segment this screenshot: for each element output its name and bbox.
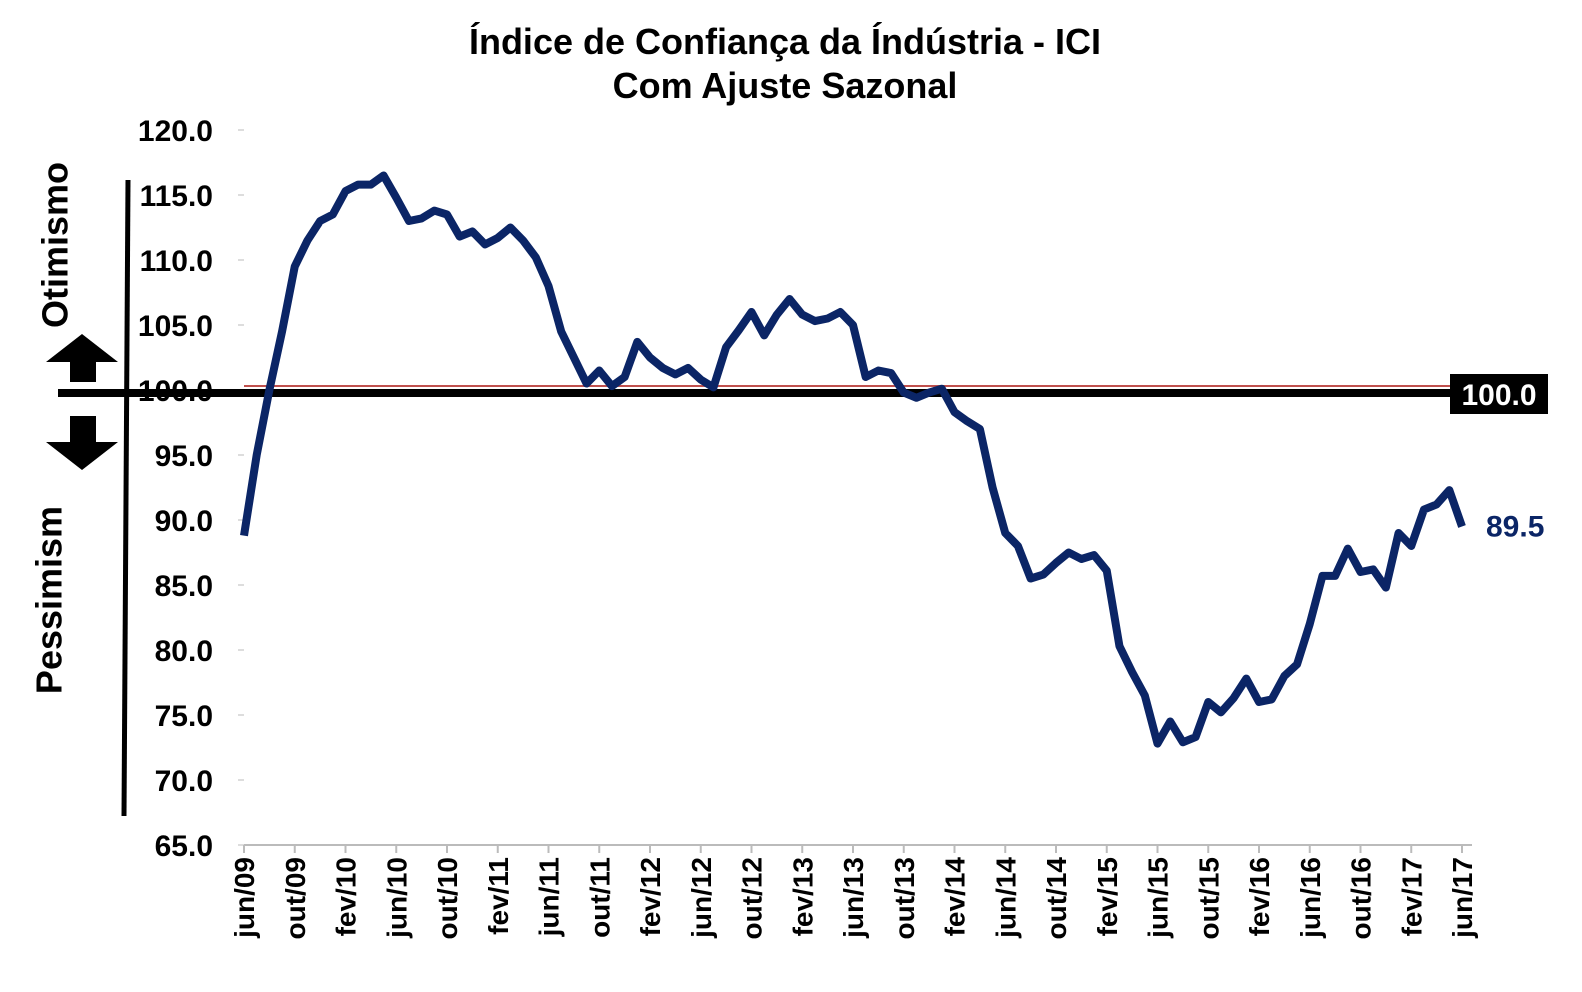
x-tick-label: jun/17 (1447, 857, 1478, 939)
x-tick-label: out/15 (1193, 857, 1224, 939)
x-tick-label: jun/13 (838, 857, 869, 939)
chart-subtitle: Com Ajuste Sazonal (613, 65, 958, 106)
value-label: 89.5 (1486, 511, 1544, 544)
x-tick-label: fev/12 (635, 857, 666, 936)
x-tick-label: fev/17 (1396, 857, 1427, 936)
x-tick-label: out/16 (1346, 857, 1377, 939)
optimism-label: Otimismo (35, 162, 76, 328)
x-tick-label: out/14 (1041, 857, 1072, 940)
x-tick-label: fev/15 (1092, 857, 1123, 936)
x-tick-label: fev/13 (787, 857, 818, 936)
x-tick-label: jun/16 (1295, 857, 1326, 939)
divider-axis (121, 179, 131, 817)
y-tick-label: 90.0 (155, 505, 213, 538)
down-arrow (46, 416, 118, 470)
y-tick-label: 85.0 (155, 570, 213, 603)
x-tick-label: fev/10 (331, 857, 362, 936)
x-tick-label: jun/09 (229, 857, 260, 939)
x-tick-label: fev/14 (940, 857, 971, 937)
reference-label: 100.0 (1461, 379, 1536, 412)
y-tick-label: 80.0 (155, 635, 213, 668)
x-tick-label: jun/14 (990, 857, 1021, 939)
x-tick-label: fev/11 (483, 857, 514, 935)
x-tick-label: jun/12 (686, 857, 717, 939)
x-tick-label: jun/15 (1143, 857, 1174, 939)
series-line (240, 171, 1466, 748)
chart-title: Índice de Confiança da Índústria - ICI (469, 21, 1101, 62)
up-arrow (46, 334, 118, 382)
x-tick-label: fev/16 (1244, 857, 1275, 936)
x-tick-label: jun/10 (381, 857, 412, 939)
pessimism-label: Pessimism (29, 506, 70, 694)
x-tick-label: out/10 (432, 857, 463, 939)
x-tick-label: out/12 (737, 857, 768, 939)
y-tick-label: 95.0 (155, 440, 213, 473)
x-tick-label: jun/11 (534, 857, 565, 937)
y-tick-label: 65.0 (155, 830, 213, 863)
x-tick-label: out/13 (889, 857, 920, 939)
y-tick-label: 115.0 (140, 180, 213, 213)
x-tick-label: out/09 (280, 857, 311, 939)
y-tick-label: 75.0 (155, 700, 213, 733)
x-tick-label: out/11 (584, 857, 615, 938)
reference-label-box (1450, 374, 1548, 414)
y-tick-label: 70.0 (155, 765, 213, 798)
y-tick-label: 105.0 (138, 310, 213, 343)
y-tick-label: 110.0 (140, 245, 213, 278)
y-tick-label: 120.0 (138, 115, 213, 148)
